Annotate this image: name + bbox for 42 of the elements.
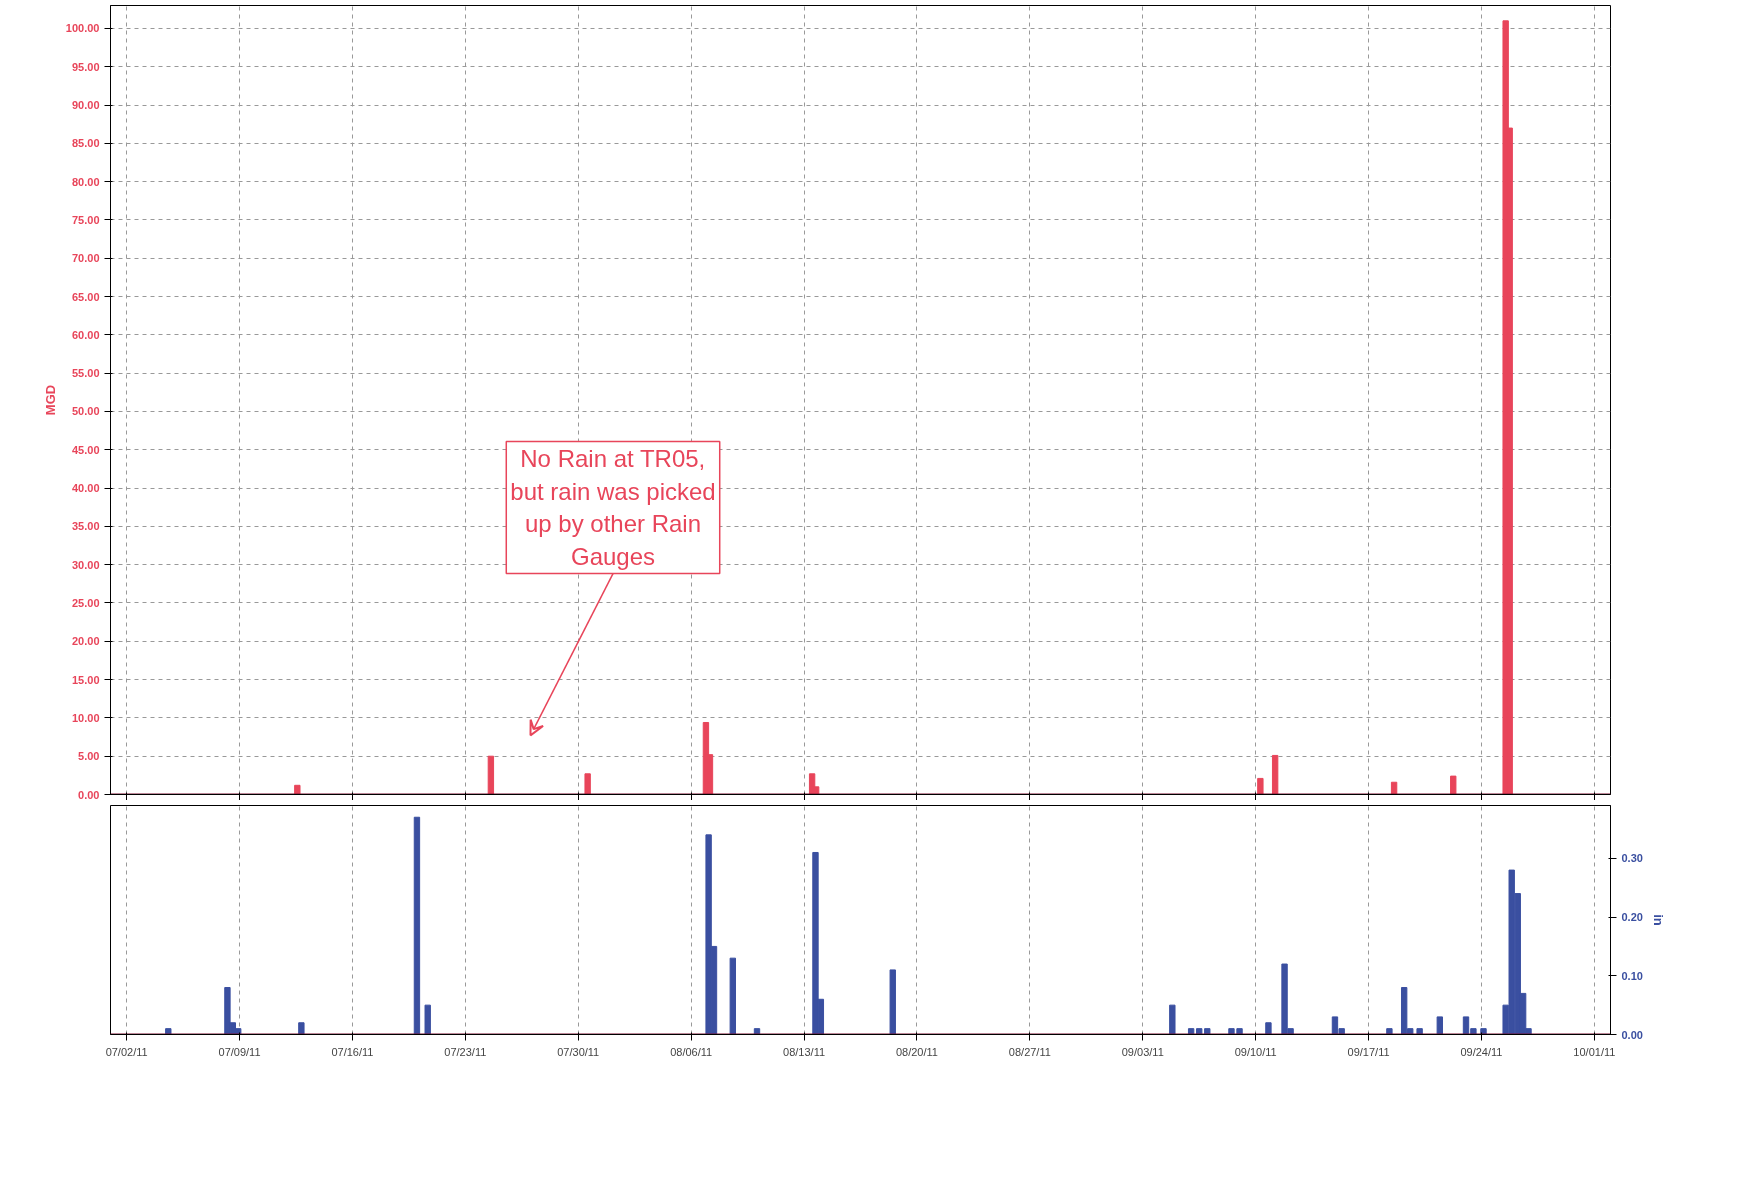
x-tick-label: 07/30/11 [557, 1045, 600, 1058]
annotation: No Rain at TR05, but rain was picked up by other Rain Gauges [510, 445, 716, 570]
x-tick-label: 09/24/11 [1460, 1045, 1503, 1058]
x-tick-label: 09/17/11 [1347, 1045, 1390, 1058]
x-tick-label: 08/27/11 [1008, 1045, 1051, 1058]
y-tick-label: 20.00 [71, 635, 100, 648]
y-tick-label: 60.00 [71, 328, 100, 341]
y-tick-label: 45.00 [71, 443, 100, 456]
y-tick-label: 15.00 [71, 673, 100, 686]
x-tick-label: 10/01/11 [1573, 1045, 1616, 1058]
y-tick-label: 35.00 [71, 520, 100, 533]
y2-tick-label: 0.00 [1621, 1028, 1643, 1041]
y-tick-label: 75.00 [71, 213, 100, 226]
y2-axis-title: in [1650, 914, 1666, 926]
x-tick-label: 09/03/11 [1121, 1045, 1164, 1058]
y-axis-title: MGD [42, 384, 58, 416]
x-tick-label: 07/16/11 [331, 1045, 374, 1058]
y-tick-label: 95.00 [71, 60, 100, 73]
y-tick-label: 90.00 [71, 99, 100, 112]
y-tick-label: 80.00 [71, 175, 100, 188]
y-tick-label: 40.00 [71, 482, 100, 495]
y-tick-label: 25.00 [71, 597, 100, 609]
y-tick-label: 50.00 [71, 405, 100, 418]
x-tick-label: 07/02/11 [105, 1045, 148, 1058]
y-tick-label: 100.00 [65, 22, 100, 35]
y-tick-label: 70.00 [71, 252, 100, 265]
x-tick-label: 07/23/11 [444, 1045, 487, 1058]
x-tick-label: 07/09/11 [218, 1045, 261, 1058]
y-tick-label: 65.00 [71, 290, 100, 303]
x-tick-label: 08/13/11 [783, 1045, 826, 1058]
y-tick-label: 0.00 [78, 788, 100, 801]
y2-tick-label: 0.30 [1621, 852, 1643, 865]
y2-tick-label: 0.10 [1621, 969, 1643, 982]
y-tick-label: 5.00 [78, 750, 100, 763]
y2-tick-label: 0.20 [1621, 911, 1643, 924]
y-tick-label: 10.00 [71, 711, 100, 724]
x-tick-label: 09/10/11 [1234, 1045, 1277, 1058]
y-tick-label: 55.00 [71, 367, 100, 380]
y-tick-label: 85.00 [71, 137, 100, 150]
x-tick-label: 08/06/11 [670, 1045, 713, 1058]
y-tick-label: 30.00 [71, 558, 100, 571]
x-tick-label: 08/20/11 [895, 1045, 938, 1058]
